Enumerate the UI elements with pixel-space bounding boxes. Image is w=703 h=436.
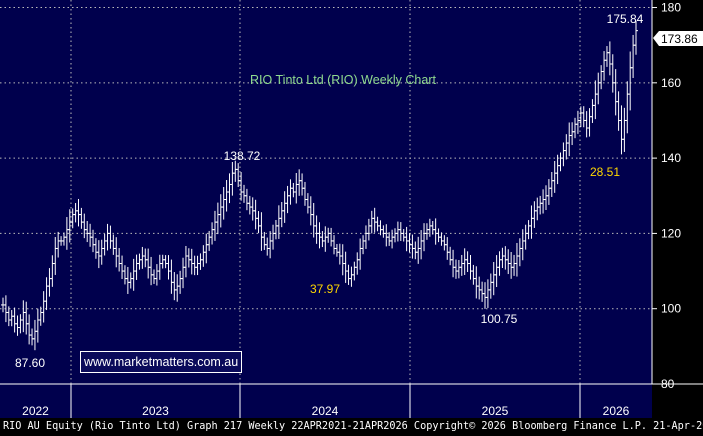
annotation-2025-low: 100.75 (481, 312, 518, 326)
year-tick-label: 2026 (603, 404, 630, 418)
price-tick-label: 140 (661, 151, 681, 165)
price-axis: 80 100 120 140 160 180 (652, 1, 681, 391)
year-tick-label: 2025 (482, 404, 509, 418)
year-tick-label: 2023 (142, 404, 169, 418)
annotation-2023-high: 138.72 (224, 149, 261, 163)
ohlc-bars (1, 21, 638, 351)
annotation-peak-high: 175.84 (607, 12, 644, 26)
last-price-box (653, 31, 703, 46)
price-tick-label: 120 (661, 226, 681, 240)
annotation-decline-pct: 37.97 (310, 282, 340, 296)
last-price-label: 173.86 (661, 32, 698, 46)
ohlc-bar (634, 21, 638, 55)
footer-bar: RIO AU Equity (Rio Tinto Ltd) Graph 217 … (0, 418, 703, 436)
price-tick-label: 160 (661, 76, 681, 90)
time-axis: 2022 2023 2024 2025 2026 (22, 384, 630, 418)
price-tick-label: 80 (661, 377, 675, 391)
year-tick-label: 2022 (22, 404, 49, 418)
watermark-label[interactable]: www.marketmatters.com.au (80, 351, 243, 373)
chart-title: RIO Tinto Ltd (RIO) Weekly Chart (250, 73, 436, 87)
last-price-tag: 173.86 (653, 31, 703, 46)
year-tick-label: 2024 (312, 404, 339, 418)
annotation-rally-pct: 28.51 (590, 165, 620, 179)
price-tick-label: 100 (661, 302, 681, 316)
price-tick-label: 180 (661, 1, 681, 15)
annotation-2022-low: 87.60 (15, 356, 45, 370)
